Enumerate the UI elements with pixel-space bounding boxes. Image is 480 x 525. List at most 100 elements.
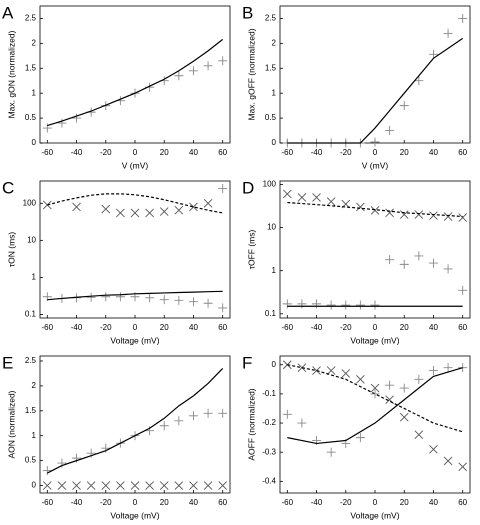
cross-marker	[458, 213, 468, 222]
panel-label: A	[2, 3, 14, 22]
plus-marker	[385, 380, 395, 390]
plus-marker	[203, 298, 213, 308]
cross-marker	[443, 212, 453, 221]
panel-label: F	[242, 353, 252, 372]
plus-marker	[399, 259, 409, 269]
dashed-line	[287, 201, 463, 218]
y-tick-label: 1.5	[25, 63, 37, 72]
cross-marker	[72, 481, 81, 490]
x-tick-label: 20	[400, 498, 409, 507]
cross-marker	[145, 208, 154, 218]
x-tick-label: -60	[42, 148, 54, 157]
y-tick-label: 0.1	[25, 310, 37, 319]
cross-marker	[130, 208, 140, 218]
x-tick-label: 20	[400, 323, 409, 332]
plus-marker	[297, 418, 307, 428]
y-tick-label: 1	[32, 431, 37, 440]
plus-marker	[414, 251, 424, 261]
y-tick-label: 0	[272, 138, 277, 147]
x-tick-label: 20	[160, 498, 169, 507]
y-tick-label: -0.1	[262, 389, 276, 398]
cross-marker	[429, 211, 438, 220]
cross-marker	[130, 481, 140, 490]
x-tick-label: 60	[458, 323, 467, 332]
plus-marker	[145, 293, 155, 303]
y-tick-label: 1	[272, 88, 277, 97]
plus-marker	[341, 300, 351, 310]
x-tick-label: 20	[160, 148, 169, 157]
cross-marker	[72, 202, 81, 212]
x-tick-label: 40	[429, 148, 438, 157]
y-tick-label: 1.5	[25, 406, 37, 415]
cross-marker	[101, 204, 111, 214]
x-tick-label: 0	[133, 498, 138, 507]
plus-marker	[203, 408, 213, 418]
panel-label: B	[242, 3, 253, 22]
x-tick-label: 40	[189, 323, 198, 332]
y-tick-label: 1.5	[265, 63, 277, 72]
x-axis-label: Voltage (mV)	[110, 335, 159, 345]
plus-marker	[297, 299, 307, 309]
x-tick-label: 60	[458, 498, 467, 507]
plus-marker	[42, 466, 52, 476]
x-tick-label: 0	[373, 323, 378, 332]
plus-marker	[203, 61, 213, 71]
plus-marker	[72, 113, 82, 123]
cross-marker	[174, 205, 184, 215]
x-tick-label: -40	[71, 498, 83, 507]
y-tick-label: 1	[32, 272, 37, 281]
plus-marker	[414, 374, 424, 384]
y-tick-label: 2	[32, 38, 37, 47]
cross-marker	[145, 481, 154, 490]
y-tick-label: 10	[267, 223, 276, 232]
y-tick-label: -0.2	[262, 418, 276, 427]
cross-marker	[312, 193, 321, 202]
cross-marker	[326, 197, 336, 206]
x-axis-label: V (mV)	[362, 160, 389, 170]
cross-marker	[312, 366, 321, 375]
cross-marker	[86, 481, 96, 490]
x-axis-label: V (mV)	[122, 160, 149, 170]
cross-marker	[356, 202, 365, 212]
plus-marker	[355, 433, 365, 443]
cross-marker	[189, 202, 198, 212]
solid-line	[287, 367, 463, 445]
x-axis-label: Voltage (mV)	[110, 510, 159, 520]
plus-marker	[385, 255, 395, 265]
x-tick-label: -40	[71, 148, 83, 157]
plus-marker	[188, 411, 198, 421]
cross-marker	[297, 193, 307, 202]
x-tick-label: -20	[100, 323, 112, 332]
y-tick-label: 100	[263, 180, 277, 189]
cross-marker	[399, 412, 409, 422]
plot-frame	[279, 5, 471, 144]
solid-line	[47, 38, 224, 127]
plus-marker	[399, 101, 409, 111]
x-tick-label: -20	[340, 323, 352, 332]
y-tick-label: -0.4	[262, 476, 276, 485]
cross-marker	[42, 200, 52, 210]
y-tick-label: 1	[272, 266, 277, 275]
cross-marker	[116, 481, 125, 490]
cross-marker	[159, 207, 169, 216]
cross-marker	[370, 383, 380, 393]
y-tick-label: 100	[23, 198, 37, 207]
plus-marker	[282, 409, 292, 419]
solid-line	[47, 290, 223, 301]
x-tick-label: 60	[458, 148, 467, 157]
cross-marker	[399, 210, 409, 219]
plus-marker	[86, 292, 96, 302]
y-tick-label: 0.5	[25, 113, 37, 122]
plot-frame	[39, 5, 231, 144]
cross-marker	[297, 363, 307, 372]
plus-marker	[174, 416, 184, 426]
plus-marker	[218, 56, 228, 66]
plus-marker	[443, 264, 453, 274]
plus-marker	[218, 303, 228, 313]
dashed-line	[47, 193, 223, 214]
x-tick-label: 40	[429, 323, 438, 332]
plus-marker	[399, 383, 409, 393]
cross-marker	[174, 481, 184, 490]
x-tick-label: 40	[189, 498, 198, 507]
